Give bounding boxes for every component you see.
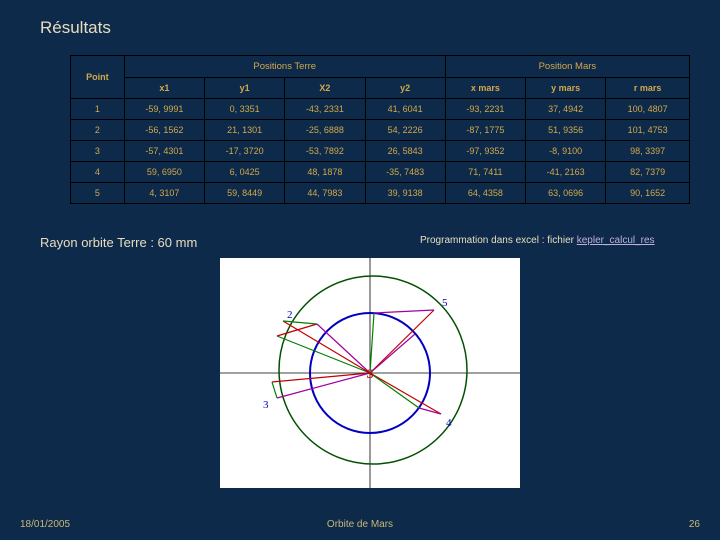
cell: -41, 2163 bbox=[526, 162, 606, 183]
svg-text:2: 2 bbox=[287, 309, 293, 321]
col-0: x1 bbox=[124, 78, 204, 99]
footer-center: Orbite de Mars bbox=[0, 519, 720, 530]
table-row: 54, 310759, 844944, 798339, 913864, 4358… bbox=[71, 183, 690, 204]
cell: -97, 9352 bbox=[445, 141, 525, 162]
group-mars: Position Mars bbox=[445, 56, 689, 78]
cell: 48, 1878 bbox=[285, 162, 365, 183]
cell: 2 bbox=[71, 120, 125, 141]
cell: -17, 3720 bbox=[205, 141, 285, 162]
cell: -87, 1775 bbox=[445, 120, 525, 141]
cell: 39, 9138 bbox=[365, 183, 445, 204]
cell: 82, 7379 bbox=[606, 162, 690, 183]
col-2: X2 bbox=[285, 78, 365, 99]
svg-text:3: 3 bbox=[263, 399, 269, 411]
orbit-legend: Rayon orbite Terre : 60 mm bbox=[40, 235, 197, 250]
cell: 90, 1652 bbox=[606, 183, 690, 204]
cell: 6, 0425 bbox=[205, 162, 285, 183]
cell: 54, 2226 bbox=[365, 120, 445, 141]
cell: 100, 4807 bbox=[606, 99, 690, 120]
cell: 71, 7411 bbox=[445, 162, 525, 183]
cell: -8, 9100 bbox=[526, 141, 606, 162]
cell: 21, 1301 bbox=[205, 120, 285, 141]
cell: 44, 7983 bbox=[285, 183, 365, 204]
footer-page: 26 bbox=[689, 519, 700, 530]
cell: 98, 3397 bbox=[606, 141, 690, 162]
svg-text:5: 5 bbox=[442, 297, 448, 309]
programming-note: Programmation dans excel : fichier keple… bbox=[420, 235, 655, 246]
cell: -59, 9991 bbox=[124, 99, 204, 120]
results-table: Point Positions Terre Position Mars x1y1… bbox=[70, 55, 690, 204]
cell: 59, 6950 bbox=[124, 162, 204, 183]
cell: -43, 2331 bbox=[285, 99, 365, 120]
cell: -53, 7892 bbox=[285, 141, 365, 162]
cell: 4 bbox=[71, 162, 125, 183]
table-row: 2-56, 156221, 1301-25, 688854, 2226-87, … bbox=[71, 120, 690, 141]
group-terre: Positions Terre bbox=[124, 56, 445, 78]
cell: -56, 1562 bbox=[124, 120, 204, 141]
cell: 51, 9356 bbox=[526, 120, 606, 141]
cell: 1 bbox=[71, 99, 125, 120]
page-title: Résultats bbox=[40, 18, 111, 38]
cell: 4, 3107 bbox=[124, 183, 204, 204]
cell: 101, 4753 bbox=[606, 120, 690, 141]
col-3: y2 bbox=[365, 78, 445, 99]
cell: 59, 8449 bbox=[205, 183, 285, 204]
orbit-diagram: S 2 3 4 5 bbox=[220, 258, 520, 488]
cell: -25, 6888 bbox=[285, 120, 365, 141]
col-4: x mars bbox=[445, 78, 525, 99]
svg-text:4: 4 bbox=[446, 417, 452, 429]
cell: -35, 7483 bbox=[365, 162, 445, 183]
cell: 26, 5843 bbox=[365, 141, 445, 162]
cell: -57, 4301 bbox=[124, 141, 204, 162]
cell: 63, 0696 bbox=[526, 183, 606, 204]
col-point: Point bbox=[71, 56, 125, 99]
table-row: 3-57, 4301-17, 3720-53, 789226, 5843-97,… bbox=[71, 141, 690, 162]
col-1: y1 bbox=[205, 78, 285, 99]
cell: 5 bbox=[71, 183, 125, 204]
prog-link[interactable]: kepler_calcul_res bbox=[577, 235, 655, 246]
col-5: y mars bbox=[526, 78, 606, 99]
cell: 0, 3351 bbox=[205, 99, 285, 120]
svg-text:S: S bbox=[366, 366, 373, 381]
cell: 3 bbox=[71, 141, 125, 162]
col-6: r mars bbox=[606, 78, 690, 99]
table-row: 459, 69506, 042548, 1878-35, 748371, 741… bbox=[71, 162, 690, 183]
cell: 41, 6041 bbox=[365, 99, 445, 120]
cell: 37, 4942 bbox=[526, 99, 606, 120]
table-row: 1-59, 99910, 3351-43, 233141, 6041-93, 2… bbox=[71, 99, 690, 120]
prog-prefix: Programmation dans excel : fichier bbox=[420, 235, 577, 246]
cell: -93, 2231 bbox=[445, 99, 525, 120]
cell: 64, 4358 bbox=[445, 183, 525, 204]
